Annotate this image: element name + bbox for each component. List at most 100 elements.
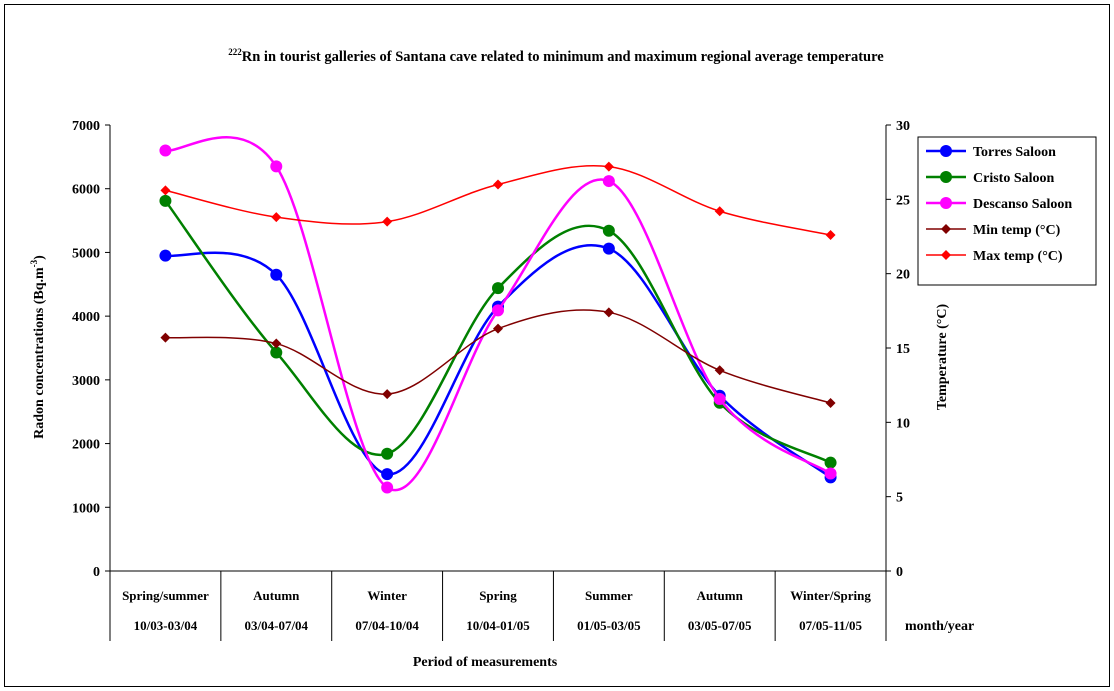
series-descanso-saloon xyxy=(159,136,837,494)
left-axis: 0 1000 2000 3000 4000 5000 6000 7000 xyxy=(72,119,111,580)
right-tick-label: 10 xyxy=(896,416,910,431)
data-point xyxy=(382,389,393,400)
left-tick-label: 1000 xyxy=(72,501,100,516)
data-point xyxy=(492,282,504,295)
data-point xyxy=(714,365,725,376)
category-period-label: 10/04-01/05 xyxy=(466,618,530,633)
data-point xyxy=(381,447,394,460)
left-tick-label: 6000 xyxy=(72,183,100,198)
data-point xyxy=(160,332,171,343)
data-point xyxy=(159,144,172,157)
category-period-label: 03/05-07/05 xyxy=(688,618,752,633)
svg-text:222Rn in tourist galleries of: 222Rn in tourist galleries of Santana ca… xyxy=(228,47,884,65)
legend-label: Cristo Saloon xyxy=(973,171,1055,186)
data-point xyxy=(603,307,614,318)
series-min-temp-c xyxy=(160,307,836,409)
data-point xyxy=(602,224,615,237)
data-point xyxy=(382,216,393,227)
series-line xyxy=(165,165,831,236)
legend-swatch-marker xyxy=(941,250,951,260)
left-axis-label: Radon concentrations (Bq.m xyxy=(32,267,47,439)
right-tick-label: 15 xyxy=(896,342,910,357)
data-point xyxy=(271,212,282,223)
left-tick-label: 4000 xyxy=(72,310,100,325)
legend-swatch-marker xyxy=(940,171,952,183)
data-point xyxy=(159,194,172,207)
category-period-label: 03/04-07/04 xyxy=(245,618,309,633)
left-tick-label: 2000 xyxy=(72,438,100,453)
category-season-label: Winter/Spring xyxy=(790,588,871,603)
data-point xyxy=(825,398,836,409)
data-point xyxy=(270,268,283,281)
data-point xyxy=(270,160,283,173)
left-tick-label: 0 xyxy=(93,565,100,580)
left-tick-label: 5000 xyxy=(72,246,100,261)
legend-label: Descanso Saloon xyxy=(973,197,1072,212)
legend-item: Min temp (°C) xyxy=(926,223,1061,238)
chart-title: 222Rn in tourist galleries of Santana ca… xyxy=(228,47,884,65)
data-point xyxy=(160,185,171,196)
left-axis-label-superscript: -3 xyxy=(29,259,39,267)
left-axis-label-close: ) xyxy=(32,255,47,260)
category-season-label: Autumn xyxy=(253,588,300,603)
data-point xyxy=(271,338,282,349)
right-tick-label: 0 xyxy=(896,565,903,580)
category-period-label: 10/03-03/04 xyxy=(134,618,198,633)
data-point xyxy=(602,242,615,255)
legend-swatch-marker xyxy=(940,145,952,157)
data-point xyxy=(714,206,725,217)
right-axis: 0 5 10 15 20 25 30 xyxy=(885,119,910,580)
data-point xyxy=(602,175,615,188)
legend-item: Cristo Saloon xyxy=(926,171,1055,186)
x-axis: Spring/summer 10/03-03/04 Autumn 03/04-07/0… xyxy=(109,570,887,641)
category-season-label: Spring xyxy=(479,588,517,603)
data-point xyxy=(493,323,503,334)
legend-box xyxy=(917,136,1097,286)
legend-label: Max temp (°C) xyxy=(973,249,1063,264)
data-point xyxy=(824,467,837,480)
chart-frame xyxy=(4,4,1110,687)
legend-label: Torres Saloon xyxy=(973,145,1056,160)
data-point xyxy=(381,468,394,481)
left-axis-title: Radon concentrations (Bq.m-3) xyxy=(29,255,47,439)
data-point xyxy=(603,161,614,172)
right-tick-label: 20 xyxy=(896,268,910,283)
category-season-label: Autumn xyxy=(697,588,744,603)
left-tick-label: 3000 xyxy=(72,374,100,389)
right-tick-label: 30 xyxy=(896,119,910,134)
legend: Torres Saloon Cristo Saloon Descanso Saloo… xyxy=(917,136,1097,286)
data-point xyxy=(493,179,503,190)
row-label: month/year xyxy=(905,619,974,634)
series-torres-saloon xyxy=(159,242,837,484)
legend-label: Min temp (°C) xyxy=(973,223,1061,238)
data-point xyxy=(159,249,172,262)
category-period-label: 07/04-10/04 xyxy=(355,618,419,633)
legend-swatch-marker xyxy=(941,224,951,234)
legend-item: Descanso Saloon xyxy=(926,197,1072,212)
right-tick-label: 5 xyxy=(896,491,903,506)
category-season-label: Winter xyxy=(367,588,407,603)
category-period-label: 07/05-11/05 xyxy=(799,618,862,633)
series-line xyxy=(165,136,832,492)
chart-title-superscript: 222 xyxy=(228,47,242,57)
chart-title-text: Rn in tourist galleries of Santana cave … xyxy=(242,49,885,65)
data-point xyxy=(270,346,283,359)
right-axis-title: Temperature (°C) xyxy=(935,304,950,411)
data-point xyxy=(381,481,394,494)
category-season-label: Spring/summer xyxy=(122,588,209,603)
series-max-temp-c xyxy=(160,161,836,241)
category-season-label: Summer xyxy=(585,588,633,603)
right-tick-label: 25 xyxy=(896,193,910,208)
x-axis-title: Period of measurements xyxy=(413,655,558,670)
data-point xyxy=(825,230,836,241)
legend-item: Torres Saloon xyxy=(926,145,1056,160)
left-tick-label: 7000 xyxy=(72,119,100,134)
legend-swatch-marker xyxy=(940,197,952,209)
data-point xyxy=(824,456,837,469)
data-point xyxy=(713,392,726,405)
series-line xyxy=(165,243,832,479)
data-point xyxy=(492,304,504,317)
category-period-label: 01/05-03/05 xyxy=(577,618,641,633)
series-group xyxy=(159,136,837,494)
